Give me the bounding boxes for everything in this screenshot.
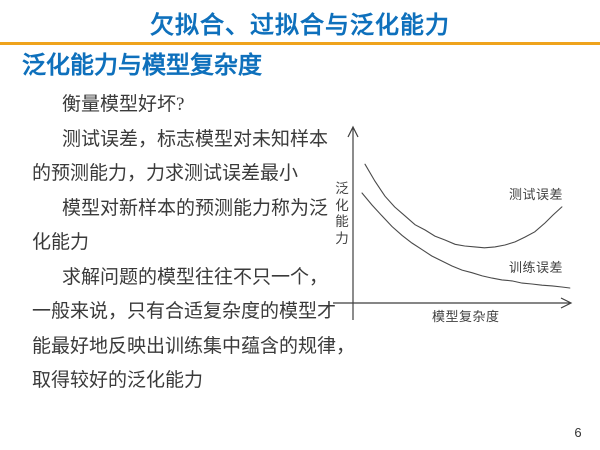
body-line: 的预测能力，力求测试误差最小 — [32, 163, 299, 184]
x-axis-label: 模型复杂度 — [432, 309, 500, 324]
title-divider — [0, 42, 600, 45]
body-line: 取得较好的泛化能力 — [32, 370, 204, 391]
test-error-curve — [364, 163, 563, 249]
slide-title: 欠拟合、过拟合与泛化能力 — [150, 12, 450, 39]
body-line: 模型对新样本的预测能力称为泛 — [62, 197, 329, 219]
body-line: 测试误差，标志模型对未知样本 — [62, 128, 329, 150]
body-line: 衡量模型好坏? — [62, 94, 185, 115]
x-axis-arrow-icon — [560, 297, 573, 309]
body-text: 衡量模型好坏? 测试误差，标志模型对未知样本的预测能力，力求测试误差最小模型对新样… — [32, 88, 356, 399]
train-error-label: 训练误差 — [509, 260, 564, 275]
section-heading: 泛化能力与模型复杂度 — [22, 52, 262, 79]
body-line: 能最好地反映出训练集中蕴含的规律， — [32, 335, 356, 357]
body-line: 一般来说，只有合适复杂度的模型才 — [32, 301, 337, 322]
page-number: 6 — [574, 425, 582, 440]
body-line: 化能力 — [32, 232, 90, 253]
test-error-label: 测试误差 — [509, 187, 564, 202]
body-line: 求解问题的模型往往不只一个， — [62, 266, 329, 288]
train-error-curve — [361, 192, 571, 289]
